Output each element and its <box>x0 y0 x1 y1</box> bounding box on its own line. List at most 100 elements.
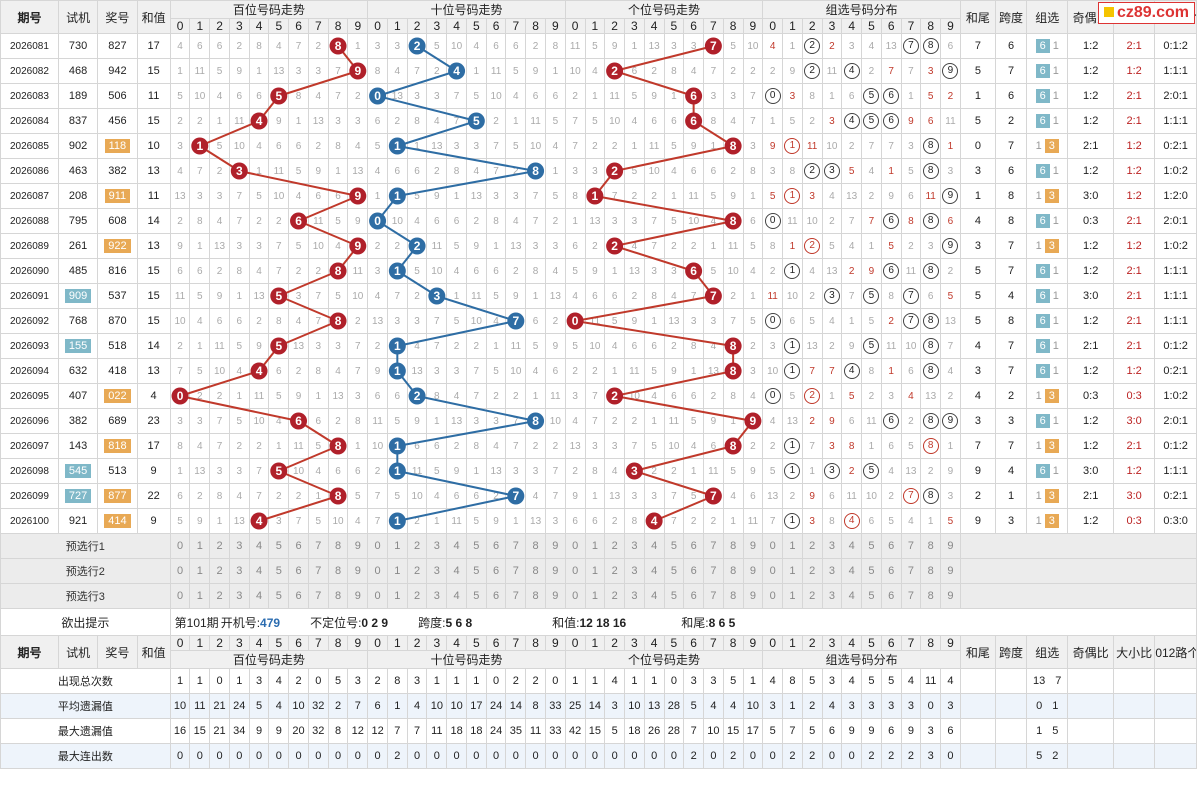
preselect-digit[interactable]: 2 <box>209 583 230 609</box>
preselect-digit[interactable]: 7 <box>900 533 922 559</box>
preselect-digit[interactable]: 8 <box>722 583 744 609</box>
preselect-digit[interactable]: 6 <box>880 583 902 609</box>
preselect-digit[interactable]: 0 <box>169 533 191 559</box>
preselect-digit[interactable]: 8 <box>525 558 546 584</box>
preselect-digit[interactable]: 1 <box>189 558 211 584</box>
preselect-digit[interactable]: 7 <box>505 558 527 584</box>
preselect-digit[interactable]: 1 <box>386 533 408 559</box>
preselect-digit[interactable]: 5 <box>861 583 882 609</box>
preselect-digit[interactable]: 9 <box>742 583 764 609</box>
preselect-digit[interactable]: 7 <box>307 533 329 559</box>
preselect-digit[interactable]: 1 <box>386 583 408 609</box>
preselect-digit[interactable]: 3 <box>228 533 250 559</box>
preselect-digit[interactable]: 3 <box>426 583 448 609</box>
preselect-digit[interactable]: 0 <box>169 558 191 584</box>
preselect-digit[interactable]: 9 <box>544 583 566 609</box>
preselect-digit[interactable]: 4 <box>643 558 665 584</box>
period-header[interactable]: 期号 <box>0 635 59 669</box>
preselect-digit[interactable]: 3 <box>228 558 250 584</box>
preselect-digit[interactable]: 5 <box>663 533 685 559</box>
preselect-digit[interactable]: 7 <box>703 558 724 584</box>
preselect-digit[interactable]: 1 <box>584 558 606 584</box>
preselect-digit[interactable]: 4 <box>643 583 665 609</box>
preselect-digit[interactable]: 7 <box>703 533 724 559</box>
preselect-digit[interactable]: 8 <box>920 583 942 609</box>
preselect-digit[interactable]: 8 <box>722 533 744 559</box>
preselect-digit[interactable]: 9 <box>347 533 369 559</box>
preselect-digit[interactable]: 2 <box>406 533 428 559</box>
preselect-digit[interactable]: 8 <box>525 583 546 609</box>
period-header[interactable]: 期号 <box>0 0 59 34</box>
preselect-digit[interactable]: 0 <box>762 533 784 559</box>
preselect-digit[interactable]: 4 <box>841 558 863 584</box>
preselect-digit[interactable]: 9 <box>544 533 566 559</box>
preselect-digit[interactable]: 5 <box>663 558 685 584</box>
preselect-digit[interactable]: 6 <box>288 583 309 609</box>
preselect-digit[interactable]: 7 <box>505 533 527 559</box>
preselect-digit[interactable]: 1 <box>584 583 606 609</box>
preselect-digit[interactable]: 9 <box>940 583 961 609</box>
preselect-digit[interactable]: 0 <box>762 583 784 609</box>
preselect-digit[interactable]: 6 <box>683 558 704 584</box>
preselect-digit[interactable]: 9 <box>347 558 369 584</box>
preselect-digit[interactable]: 9 <box>544 558 566 584</box>
preselect-digit[interactable]: 2 <box>406 583 428 609</box>
preselect-digit[interactable]: 9 <box>940 558 961 584</box>
preselect-digit[interactable]: 8 <box>920 533 942 559</box>
preselect-digit[interactable]: 0 <box>367 583 388 609</box>
preselect-digit[interactable]: 4 <box>841 583 863 609</box>
preselect-digit[interactable]: 9 <box>742 558 764 584</box>
preselect-digit[interactable]: 4 <box>248 583 270 609</box>
preselect-digit[interactable]: 6 <box>485 533 507 559</box>
preselect-digit[interactable]: 1 <box>584 533 606 559</box>
preselect-digit[interactable]: 8 <box>327 558 349 584</box>
site-logo[interactable]: cz89.com <box>1097 2 1195 24</box>
preselect-digit[interactable]: 7 <box>307 583 329 609</box>
preselect-digit[interactable]: 8 <box>525 533 546 559</box>
preselect-digit[interactable]: 5 <box>861 533 882 559</box>
preselect-digit[interactable]: 9 <box>347 583 369 609</box>
preselect-digit[interactable]: 6 <box>683 583 704 609</box>
preselect-digit[interactable]: 7 <box>900 558 922 584</box>
preselect-digit[interactable]: 6 <box>288 533 309 559</box>
preselect-digit[interactable]: 4 <box>643 533 665 559</box>
preselect-digit[interactable]: 4 <box>248 558 270 584</box>
preselect-digit[interactable]: 2 <box>801 558 823 584</box>
preselect-digit[interactable]: 0 <box>564 533 586 559</box>
preselect-digit[interactable]: 5 <box>268 558 290 584</box>
preselect-digit[interactable]: 2 <box>801 583 823 609</box>
preselect-digit[interactable]: 4 <box>446 533 467 559</box>
preselect-digit[interactable]: 0 <box>564 558 586 584</box>
preselect-digit[interactable]: 5 <box>465 533 487 559</box>
preselect-digit[interactable]: 6 <box>683 533 704 559</box>
preselect-digit[interactable]: 6 <box>288 558 309 584</box>
preselect-digit[interactable]: 3 <box>624 533 645 559</box>
preselect-digit[interactable]: 8 <box>722 558 744 584</box>
preselect-digit[interactable]: 3 <box>426 533 448 559</box>
preselect-digit[interactable]: 1 <box>782 533 803 559</box>
preselect-row[interactable]: 预选行2 0 1 2 3 4 5 6 7 8 9 0 1 2 3 4 5 6 7 8 9 0 1 2 3 4 5 6 7 8 9 0 1 2 3 4 5… <box>0 558 1197 584</box>
preselect-digit[interactable]: 8 <box>920 558 942 584</box>
preselect-digit[interactable]: 1 <box>782 558 803 584</box>
preselect-digit[interactable]: 5 <box>861 558 882 584</box>
preselect-digit[interactable]: 2 <box>209 558 230 584</box>
preselect-digit[interactable]: 0 <box>367 533 388 559</box>
preselect-digit[interactable]: 5 <box>268 533 290 559</box>
preselect-digit[interactable]: 2 <box>209 533 230 559</box>
preselect-digit[interactable]: 5 <box>465 583 487 609</box>
preselect-row[interactable]: 预选行3 0 1 2 3 4 5 6 7 8 9 0 1 2 3 4 5 6 7 8 9 0 1 2 3 4 5 6 7 8 9 0 1 2 3 4 5… <box>0 583 1197 609</box>
preselect-digit[interactable]: 8 <box>327 533 349 559</box>
preselect-digit[interactable]: 0 <box>564 583 586 609</box>
preselect-digit[interactable]: 7 <box>900 583 922 609</box>
preselect-digit[interactable]: 9 <box>742 533 764 559</box>
preselect-digit[interactable]: 1 <box>189 533 211 559</box>
preselect-digit[interactable]: 3 <box>821 533 843 559</box>
preselect-digit[interactable]: 6 <box>880 533 902 559</box>
preselect-digit[interactable]: 0 <box>169 583 191 609</box>
preselect-digit[interactable]: 3 <box>821 558 843 584</box>
preselect-digit[interactable]: 2 <box>604 558 625 584</box>
preselect-digit[interactable]: 6 <box>880 558 902 584</box>
preselect-digit[interactable]: 5 <box>465 558 487 584</box>
preselect-digit[interactable]: 6 <box>485 558 507 584</box>
preselect-digit[interactable]: 3 <box>228 583 250 609</box>
